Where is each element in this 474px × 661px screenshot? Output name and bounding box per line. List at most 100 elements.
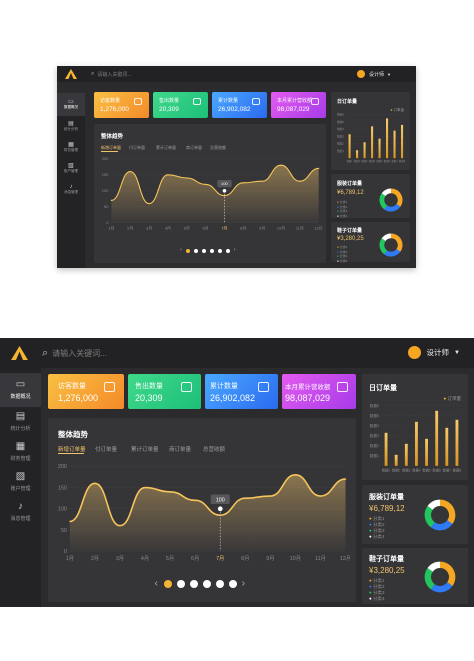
pager-prev-icon[interactable]: ‹ [180,247,182,254]
user-menu[interactable]: 设计师 ▼ [357,70,391,78]
series-line [69,474,346,527]
sidebar-item-stats[interactable]: ▤ 统计分析 [0,407,41,437]
legend-swatch: ● [337,209,340,213]
tab-cumulative-orders[interactable]: 累计订单量 [156,145,176,150]
sidebar-item-message[interactable]: ♪ 消息管理 [57,179,85,200]
sidebar-item-label: 统计分析 [64,127,78,131]
donut-slice [439,499,456,525]
x-tick-label: 数据4 [412,467,421,472]
pager-dot[interactable] [209,248,215,254]
sidebar-item-finance[interactable]: ▦ 财务管理 [57,137,85,158]
legend-label: 分类1 [372,516,385,521]
x-tick-label: 数据1 [382,467,391,472]
pager-dot[interactable] [185,248,191,254]
tab-new-orders[interactable]: 新增订单量 [58,447,86,453]
bag-icon [337,382,348,392]
search-box[interactable]: ⌕ 请输入关键词... [91,71,132,78]
x-tick-label: 2月 [91,555,99,562]
stat-card-sold[interactable]: 售出数量 20,309 [153,92,208,118]
pager-dot[interactable] [202,580,211,588]
pager-dot[interactable] [217,248,223,254]
legend-swatch: ● [369,590,373,595]
x-tick-label: 数据6 [384,159,391,163]
bell-icon: ♪ [18,501,23,512]
tab-paid-orders[interactable]: 付订单量 [95,447,118,453]
card-label: 访客数量 [58,383,86,390]
stat-card-total[interactable]: 累计数量 26,902,082 [212,92,267,118]
shoes-value: ¥3,280,25 [369,566,405,575]
data-point [318,167,320,169]
user-menu[interactable]: 设计师 ▼ [407,346,460,359]
search-input[interactable]: 请输入关键词... [97,71,132,78]
tab-total-revenue[interactable]: 总营收额 [203,447,226,453]
sidebar-item-message[interactable]: ♪ 消息管理 [0,497,41,527]
tab-paid-orders[interactable]: 付订单量 [129,145,145,150]
shoes-legend: ● 分类1 ● 分类2 ● 分类3 ● 分类4 [369,578,384,602]
shoes-legend: ● 分类1 ● 分类2 ● 分类3 ● 分类4 [337,245,347,263]
sidebar-item-overview[interactable]: ▭ 数据概况 [57,93,85,116]
document-icon: ▧ [15,471,26,482]
sidebar-item-stats[interactable]: ▤ 统计分析 [57,116,85,137]
pager-dot[interactable] [215,580,224,588]
sidebar-item-label: 消息管理 [64,190,78,194]
pager-next-icon[interactable]: › [241,577,246,589]
shoes-title: 鞋子订单量 [369,556,404,563]
data-point [205,183,207,185]
x-tick-label: 3月 [116,555,124,562]
bar [385,118,389,159]
data-point [69,520,71,523]
pager-dot[interactable] [189,580,198,588]
chart-icon: ▤ [15,411,26,422]
bag-icon [311,98,319,105]
pager-dot[interactable] [228,580,237,588]
stat-card-total[interactable]: 累计数量 26,902,082 [205,374,278,409]
shoes-orders-panel: 鞋子订单量 ¥3,280,25 ● 分类1 ● 分类2 ● 分类3 ● 分类4 [362,548,468,604]
clothes-donut-chart [379,188,403,212]
x-tick-label: 7月 [216,555,224,562]
x-tick-label: 2月 [127,226,133,231]
stat-card-revenue[interactable]: 本月累计营收额 98,087,029 [271,92,326,118]
x-tick-label: 10月 [277,226,285,231]
stat-card-visitors[interactable]: 访客数量 1,276,000 [48,374,124,409]
sidebar-item-label: 数据概况 [64,105,78,109]
tab-total-revenue[interactable]: 总营收额 [210,145,226,150]
search-box[interactable]: ⌕ 请输入关键词... [42,347,107,360]
card-value: 20,309 [159,106,179,113]
stat-card-sold[interactable]: 售出数量 20,309 [128,374,201,409]
sidebar-item-account[interactable]: ▧ 账户管理 [57,158,85,179]
daily-orders-panel: 日订单量 ● 订单量 数据1 数据2 数据3 数据4 数据5 数据6 数据1 数据2 数据3 数据… [362,374,468,480]
top-bar: ⌕ 请输入关键词... 设计师 ▼ [57,66,416,82]
sidebar-item-overview[interactable]: ▭ 数据概况 [0,373,41,407]
search-input[interactable]: 请输入关键词... [52,348,107,358]
trend-area-chart: 0 50 100 150 200 1月 2月 3月 4月 5月 6月 7月 8月 9月 10月 11月 12月 1… [58,464,350,562]
stat-card-revenue[interactable]: 本月累计营收额 98,087,029 [282,374,356,409]
legend-swatch: ● [369,516,373,521]
tab-cumulative-orders[interactable]: 累计订单量 [131,447,159,453]
card-label: 累计数量 [210,383,238,390]
bar [371,126,374,159]
stat-card-visitors[interactable]: 访客数量 1,276,000 [94,92,149,118]
card-value: 1,276,000 [58,393,99,403]
y-tick-label: 100 [58,507,67,513]
pager-next-icon[interactable]: › [233,247,236,254]
legend-label: 分类4 [339,258,348,263]
pager-dot[interactable] [225,248,231,254]
y-tick-label: 150 [102,172,109,177]
pager-dot[interactable] [193,248,199,254]
tab-merchant-orders[interactable]: 商订单量 [169,447,192,453]
sidebar-item-account[interactable]: ▧ 账户管理 [0,467,41,497]
pager-dot[interactable] [201,248,207,254]
series-area [69,474,346,552]
tab-new-orders[interactable]: 新增订单量 [101,145,121,150]
sidebar-item-finance[interactable]: ▦ 财务管理 [0,437,41,467]
shoes-orders-panel: 鞋子订单量 ¥3,280,25 ● 分类1 ● 分类2 ● 分类3 ● 分类4 [331,222,410,263]
legend-item: ● 分类1 [337,200,347,205]
pager-dot[interactable] [163,580,172,588]
bar [445,427,449,466]
pager-prev-icon[interactable]: ‹ [154,577,158,589]
tab-merchant-orders[interactable]: 商订单量 [186,145,202,150]
legend-label: 分类4 [339,213,348,218]
x-tick-label: 1月 [108,226,114,231]
legend-label: 分类1 [339,245,348,249]
pager-dot[interactable] [176,580,185,588]
